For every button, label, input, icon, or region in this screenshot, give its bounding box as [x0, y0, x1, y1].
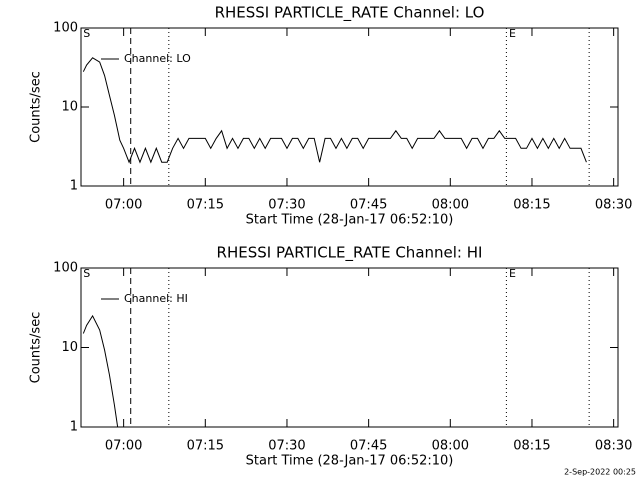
legend-label: Channel: LO — [124, 52, 191, 65]
y-tick-label: 100 — [53, 21, 78, 36]
x-tick-label: 07:00 — [105, 198, 142, 213]
y-tick-label: 10 — [61, 100, 78, 115]
data-line — [82, 57, 587, 164]
marker-label: E — [509, 267, 516, 280]
x-tick-label: 07:00 — [105, 439, 142, 454]
marker-label: S — [83, 267, 90, 280]
y-tick-label: 1 — [70, 420, 78, 435]
y-tick-label: 100 — [53, 261, 78, 276]
x-tick-label: 08:15 — [513, 198, 550, 213]
data-line — [82, 314, 119, 428]
x-tick-label: 07:30 — [268, 198, 305, 213]
x-tick-label: 07:45 — [350, 198, 387, 213]
x-axis-title: Start Time (28-Jan-17 06:52:10) — [246, 213, 454, 228]
x-tick-label: 08:15 — [513, 439, 550, 454]
marker-label: S — [83, 27, 90, 40]
x-tick-label: 07:15 — [187, 198, 224, 213]
y-axis-title: Counts/sec — [29, 71, 44, 143]
chart-title: RHESSI PARTICLE_RATE Channel: LO — [215, 4, 485, 23]
y-tick-label: 10 — [61, 340, 78, 355]
x-axis-title: Start Time (28-Jan-17 06:52:10) — [246, 454, 454, 469]
x-tick-label: 08:30 — [595, 439, 632, 454]
y-axis-title: Counts/sec — [29, 312, 44, 384]
legend-label: Channel: HI — [124, 292, 188, 305]
marker-label: E — [509, 27, 516, 40]
footer: 2-Sep-2022 00:25 — [564, 468, 636, 477]
x-tick-label: 08:00 — [432, 198, 469, 213]
x-tick-label: 08:00 — [432, 439, 469, 454]
x-tick-label: 07:45 — [350, 439, 387, 454]
x-tick-label: 08:30 — [595, 198, 632, 213]
x-tick-label: 07:30 — [268, 439, 305, 454]
y-tick-label: 1 — [70, 179, 78, 194]
chart-title: RHESSI PARTICLE_RATE Channel: HI — [217, 244, 483, 263]
x-tick-label: 07:15 — [187, 439, 224, 454]
